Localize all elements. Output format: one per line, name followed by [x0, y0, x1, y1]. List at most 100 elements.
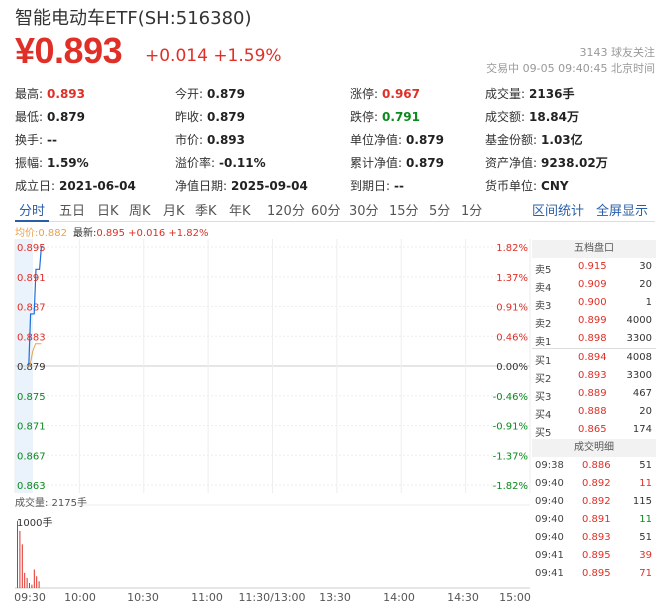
tab-5[interactable]: 季K — [195, 204, 217, 219]
tab-11[interactable]: 5分 — [429, 204, 451, 219]
tab-8[interactable]: 60分 — [311, 204, 341, 219]
orderbook-label: 买2 — [535, 374, 552, 385]
trade-time: 09:40 — [535, 478, 564, 489]
quote-label: 单位净值: — [350, 133, 403, 147]
quote-label: 最低: — [15, 110, 44, 124]
orderbook-volume: 1 — [645, 297, 652, 308]
orderbook-price: 0.865 — [578, 424, 607, 435]
quote-cell: 最高: 0.893 — [15, 85, 85, 102]
orderbook-price: 0.898 — [578, 333, 607, 344]
active-tab-underline — [15, 220, 49, 222]
trades-title: 成交明细 — [532, 439, 656, 457]
quote-cell: 最低: 0.879 — [15, 108, 85, 125]
trade-volume: 71 — [639, 568, 652, 579]
price-line — [27, 246, 44, 367]
quote-cell: 货币单位: CNY — [485, 177, 569, 194]
quote-label: 最高: — [15, 87, 44, 101]
trade-volume: 11 — [639, 514, 652, 525]
orderbook-price: 0.894 — [578, 352, 607, 363]
y-pct-tick: -1.82% — [493, 481, 528, 492]
x-tick: 09:30 — [14, 591, 46, 604]
orderbook-price: 0.888 — [578, 406, 607, 417]
quote-row: 振幅: 1.59% 溢价率: -0.11% 累计净值: 0.879 资产净值: 9238.02… — [15, 151, 655, 174]
tab-10[interactable]: 15分 — [389, 204, 419, 219]
trade-row: 09:40 0.892 11 — [532, 475, 656, 493]
latest-label: 最新: — [73, 228, 97, 239]
quote-label: 到期日: — [350, 179, 391, 193]
x-tick: 14:00 — [383, 591, 415, 604]
y-price-tick: 0.887 — [17, 303, 46, 314]
trade-row: 09:41 0.895 71 — [532, 565, 656, 583]
volume-bar — [29, 582, 30, 588]
y-price-tick: 0.875 — [17, 392, 46, 403]
quote-value: 0.879 — [406, 156, 445, 170]
interval-stats-button[interactable]: 区间统计 — [532, 204, 585, 219]
quote-value: 0.791 — [382, 110, 421, 124]
y-pct-tick: -0.46% — [493, 392, 528, 403]
x-tick: 13:30 — [319, 591, 351, 604]
quote-cell: 单位净值: 0.879 — [350, 131, 444, 148]
bid-row: 买4 0.888 20 — [532, 403, 656, 421]
volume-bar — [38, 581, 40, 588]
volume-bar — [26, 577, 28, 588]
quote-value: 1.59% — [47, 156, 89, 170]
trade-price: 0.886 — [582, 460, 611, 471]
orderbook-panel: 五档盘口 卖5 0.915 30 卖4 0.909 20 卖3 0.900 1 卖2 0.899 400… — [532, 240, 656, 583]
y-pct-tick: -1.37% — [493, 451, 528, 462]
quote-label: 溢价率: — [175, 156, 216, 170]
quote-label: 换手: — [15, 133, 44, 147]
quote-value: 9238.02万 — [541, 156, 608, 170]
volume-bar — [17, 520, 18, 588]
quote-value: 1.03亿 — [541, 133, 583, 147]
tab-0[interactable]: 分时 — [19, 204, 46, 219]
follow-count[interactable]: 3143 球友关注 — [579, 46, 656, 59]
price-change: +0.014 +1.59% — [145, 46, 282, 66]
quote-cell: 涨停: 0.967 — [350, 85, 420, 102]
quote-row: 最低: 0.879 昨收: 0.879 跌停: 0.791 成交额: 18.84万 — [15, 105, 655, 128]
chart-tabs: 区间统计 全屏显示 分时 五日 日K 周K 月K 季K 年K 120分 60分 30分 15分 5分 1… — [15, 196, 655, 222]
ask-row: 卖5 0.915 30 — [532, 258, 656, 276]
tab-9[interactable]: 30分 — [349, 204, 379, 219]
tab-12[interactable]: 1分 — [461, 204, 483, 219]
tab-3[interactable]: 周K — [129, 204, 151, 219]
quote-label: 资产净值: — [485, 156, 538, 170]
tab-4[interactable]: 月K — [163, 204, 185, 219]
orderbook-label: 买4 — [535, 410, 552, 421]
ask-row: 卖3 0.900 1 — [532, 294, 656, 312]
y-pct-tick: -0.91% — [493, 422, 528, 433]
fullscreen-button[interactable]: 全屏显示 — [596, 204, 649, 219]
trade-price: 0.892 — [582, 478, 611, 489]
orderbook-volume: 4000 — [626, 315, 652, 326]
orderbook-volume: 3300 — [626, 370, 652, 381]
volume-bar — [19, 530, 21, 588]
quote-value: 2136手 — [529, 87, 575, 101]
x-tick: 14:30 — [447, 591, 479, 604]
orderbook-price: 0.900 — [578, 297, 607, 308]
orderbook-volume: 467 — [632, 388, 652, 399]
quote-value: -- — [394, 179, 405, 193]
quote-label: 货币单位: — [485, 179, 538, 193]
quote-label: 成立日: — [15, 179, 56, 193]
quote-value: 0.893 — [47, 87, 86, 101]
orderbook-label: 卖3 — [535, 301, 552, 312]
trade-time: 09:40 — [535, 496, 564, 507]
quote-value: 2025-09-04 — [231, 179, 308, 193]
orderbook-price: 0.889 — [578, 388, 607, 399]
quote-cell: 到期日: -- — [350, 177, 404, 194]
quote-label: 昨收: — [175, 110, 204, 124]
tab-6[interactable]: 年K — [229, 204, 251, 219]
y-price-tick: 0.891 — [17, 273, 46, 284]
x-tick: 15:00 — [499, 591, 531, 604]
tab-2[interactable]: 日K — [97, 204, 119, 219]
trade-row: 09:40 0.891 11 — [532, 511, 656, 529]
volume-tick-label: 1000手 — [17, 518, 53, 529]
orderbook-volume: 3300 — [626, 333, 652, 344]
trading-status: 交易中 09-05 09:40:45 北京时间 — [486, 62, 655, 75]
volume-bar — [33, 569, 35, 588]
y-price-tick: 0.871 — [17, 422, 46, 433]
ask-row: 卖1 0.898 3300 — [532, 330, 656, 348]
tab-1[interactable]: 五日 — [59, 204, 86, 219]
quote-cell: 溢价率: -0.11% — [175, 154, 266, 171]
quote-value: -- — [47, 133, 58, 147]
tab-7[interactable]: 120分 — [267, 204, 305, 219]
